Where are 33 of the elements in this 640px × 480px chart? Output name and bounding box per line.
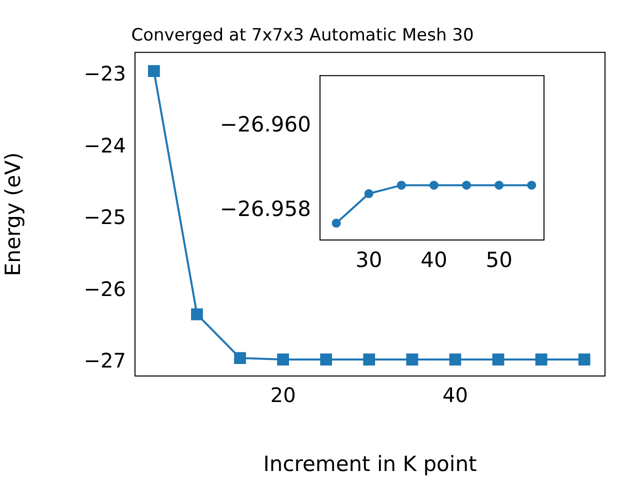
- x-tick-label: 40: [442, 383, 468, 408]
- y-tick-label: −26.960: [220, 112, 311, 137]
- y-tick-label: −23: [84, 62, 126, 86]
- y-axis-title: Energy (eV): [1, 152, 26, 276]
- y-tick-label: −24: [84, 133, 126, 158]
- point: [148, 65, 160, 78]
- point: [406, 354, 418, 366]
- x-tick-label: 50: [486, 248, 512, 272]
- point: [449, 354, 462, 366]
- point: [494, 180, 504, 190]
- x-tick-label: 20: [270, 383, 296, 408]
- x-tick-label: 30: [355, 248, 382, 272]
- point: [535, 354, 548, 366]
- point: [234, 352, 246, 364]
- point: [320, 354, 332, 366]
- point: [578, 354, 590, 366]
- point: [277, 354, 290, 366]
- point: [363, 354, 376, 366]
- x-tick-label: 40: [420, 248, 448, 272]
- y-tick-label: −25: [84, 205, 126, 230]
- y-tick-label: −26: [84, 276, 126, 301]
- point: [462, 180, 472, 190]
- point: [364, 189, 374, 198]
- point: [492, 354, 504, 366]
- x-axis-title: Increment in K point: [263, 452, 477, 476]
- point: [429, 180, 438, 190]
- point: [527, 180, 536, 190]
- y-tick-label: −26.958: [220, 196, 311, 221]
- point: [191, 308, 203, 320]
- chart-title: Converged at 7x7x3 Automatic Mesh 30: [131, 26, 474, 46]
- point: [332, 218, 341, 228]
- point: [396, 180, 406, 190]
- y-tick-label: −27: [84, 348, 126, 373]
